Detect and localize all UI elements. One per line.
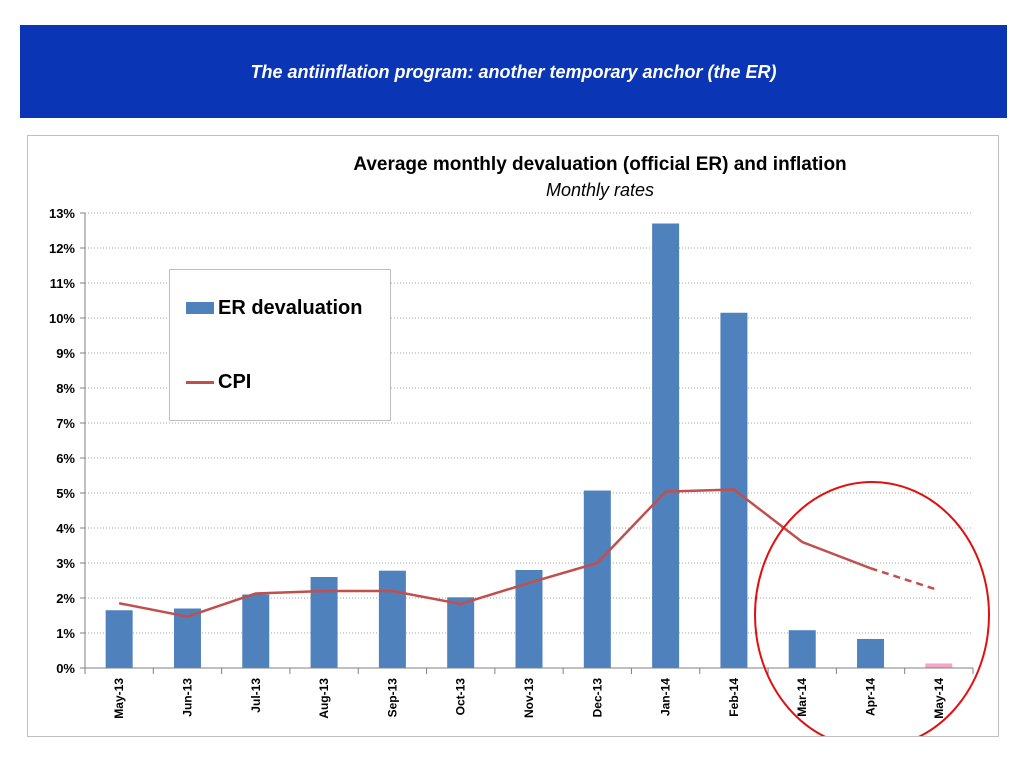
y-tick-label: 0% bbox=[56, 661, 75, 676]
x-tick-label: Dec-13 bbox=[590, 678, 604, 718]
x-tick-label: Jan-14 bbox=[659, 678, 673, 716]
chart-title: Average monthly devaluation (official ER… bbox=[353, 154, 846, 175]
x-tick-label: Apr-14 bbox=[864, 678, 878, 716]
title-banner: The antiinflation program: another tempo… bbox=[20, 25, 1007, 118]
x-tick-label: May-13 bbox=[112, 678, 126, 719]
chart-subtitle: Monthly rates bbox=[546, 180, 654, 200]
y-tick-label: 6% bbox=[56, 451, 75, 466]
legend-swatch-bar bbox=[186, 302, 214, 314]
y-tick-label: 10% bbox=[49, 311, 75, 326]
bar-er-devaluation bbox=[378, 570, 406, 668]
y-tick-label: 8% bbox=[56, 381, 75, 396]
bars-layer bbox=[105, 223, 953, 668]
bar-er-devaluation bbox=[105, 610, 133, 668]
x-tick-label: Jun-13 bbox=[180, 678, 194, 717]
legend-swatch-line bbox=[186, 380, 214, 384]
line-layer bbox=[118, 488, 940, 618]
y-tick-label: 9% bbox=[56, 346, 75, 361]
y-tick-label: 2% bbox=[56, 591, 75, 606]
cpi-line bbox=[118, 488, 871, 618]
legend-label-cpi: CPI bbox=[218, 370, 252, 393]
legend-label-er: ER devaluation bbox=[218, 296, 363, 319]
y-tick-label: 13% bbox=[49, 206, 75, 221]
x-tick-label: Mar-14 bbox=[795, 678, 809, 717]
x-tick-label: Aug-13 bbox=[317, 678, 331, 719]
x-tick-label: Jul-13 bbox=[249, 678, 263, 713]
x-tick-label: Feb-14 bbox=[727, 678, 741, 717]
x-tick-label: May-14 bbox=[932, 678, 946, 719]
bar-er-devaluation bbox=[242, 594, 270, 668]
y-tick-label: 5% bbox=[56, 486, 75, 501]
legend: ER devaluation CPI bbox=[169, 269, 391, 421]
y-tick-label: 7% bbox=[56, 416, 75, 431]
annotation-layer bbox=[754, 481, 990, 736]
axis-layer: 0% 1% 2% 3% 4% 5% 6% 7% 8% 9% 10% 11% 12% 13% May-13 Ju… bbox=[49, 206, 974, 719]
page-title: The antiinflation program: another tempo… bbox=[250, 62, 777, 82]
bar-er-devaluation bbox=[447, 597, 475, 668]
bar-er-devaluation bbox=[583, 490, 611, 668]
legend-item-cpi: CPI bbox=[186, 370, 251, 394]
y-tick-label: 4% bbox=[56, 521, 75, 536]
y-tick-label: 3% bbox=[56, 556, 75, 571]
bar-er-devaluation bbox=[173, 608, 201, 668]
bar-er-devaluation bbox=[857, 638, 885, 668]
y-tick-label: 1% bbox=[56, 626, 75, 641]
bar-er-devaluation bbox=[652, 223, 680, 668]
x-tick-label: Nov-13 bbox=[522, 678, 536, 718]
legend-item-er: ER devaluation bbox=[186, 296, 362, 320]
bar-er-devaluation bbox=[788, 630, 816, 668]
bar-er-devaluation bbox=[925, 663, 953, 668]
y-tick-label: 12% bbox=[49, 241, 75, 256]
cpi-line-projected bbox=[870, 567, 940, 592]
x-tick-label: Sep-13 bbox=[385, 678, 399, 718]
chart-area: Average monthly devaluation (official ER… bbox=[27, 135, 999, 737]
x-tick-label: Oct-13 bbox=[454, 678, 468, 716]
chart-svg: Average monthly devaluation (official ER… bbox=[49, 154, 990, 736]
highlight-circle bbox=[754, 481, 990, 736]
y-tick-label: 11% bbox=[50, 276, 76, 291]
